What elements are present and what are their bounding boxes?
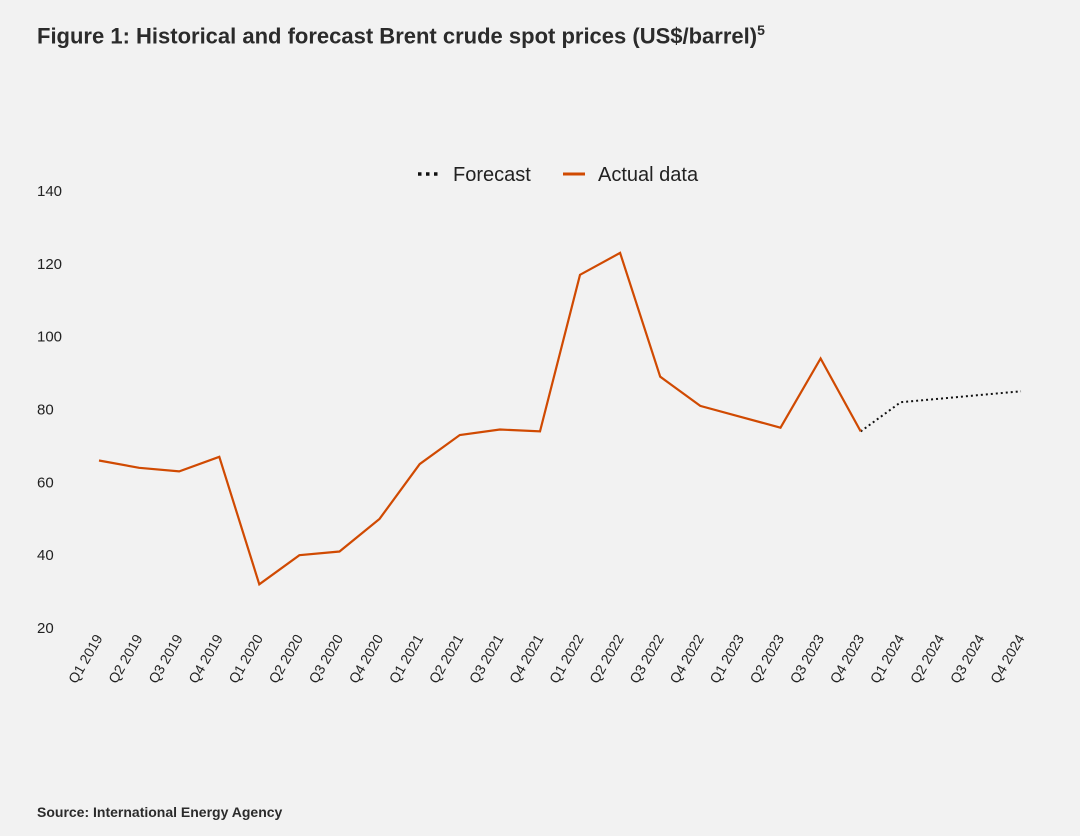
- y-tick-label: 100: [37, 329, 62, 346]
- x-tick-label: Q2 2022: [586, 631, 627, 686]
- legend-label-forecast: Forecast: [453, 164, 531, 186]
- title-footnote-marker: 5: [757, 22, 765, 38]
- y-tick-label: 120: [37, 256, 62, 273]
- x-tick-label: Q2 2021: [426, 631, 467, 686]
- x-tick-label: Q4 2020: [345, 631, 386, 686]
- x-tick-label: Q4 2019: [185, 631, 226, 686]
- x-tick-label: Q3 2020: [305, 631, 346, 686]
- source-note: Source: International Energy Agency: [37, 804, 283, 820]
- x-tick-label: Q2 2024: [907, 631, 948, 686]
- y-tick-label: 80: [37, 402, 54, 419]
- y-tick-label: 60: [37, 474, 54, 491]
- x-tick-label: Q1 2022: [546, 631, 587, 686]
- x-tick-label: Q3 2022: [626, 631, 667, 686]
- x-tick-label: Q4 2024: [987, 631, 1028, 686]
- x-tick-label: Q1 2019: [65, 631, 106, 686]
- x-tick-label: Q4 2023: [827, 631, 868, 686]
- x-tick-label: Q3 2019: [145, 631, 186, 686]
- x-tick-label: Q4 2021: [506, 631, 547, 686]
- legend-label-actual-data: Actual data: [598, 164, 699, 186]
- x-tick-label: Q3 2024: [947, 631, 988, 686]
- x-tick-label: Q2 2023: [746, 631, 787, 686]
- y-tick-label: 40: [37, 547, 54, 564]
- x-tick-label: Q1 2024: [867, 631, 908, 686]
- x-tick-label: Q2 2020: [265, 631, 306, 686]
- x-tick-label: Q1 2021: [386, 631, 427, 686]
- x-tick-label: Q4 2022: [666, 631, 707, 686]
- x-tick-label: Q1 2020: [225, 631, 266, 686]
- x-tick-label: Q3 2021: [466, 631, 507, 686]
- chart-title-text: Figure 1: Historical and forecast Brent …: [37, 23, 758, 49]
- x-tick-label: Q1 2023: [706, 631, 747, 686]
- series-line-actual-data: [98, 251, 862, 587]
- x-tick-label: Q3 2023: [786, 631, 827, 686]
- series-line-forecast: [860, 390, 1022, 433]
- y-tick-label: 20: [37, 620, 54, 637]
- x-tick-label: Q2 2019: [105, 631, 146, 686]
- chart-title: Figure 1: Historical and forecast Brent …: [37, 22, 765, 49]
- y-tick-label: 140: [37, 183, 62, 200]
